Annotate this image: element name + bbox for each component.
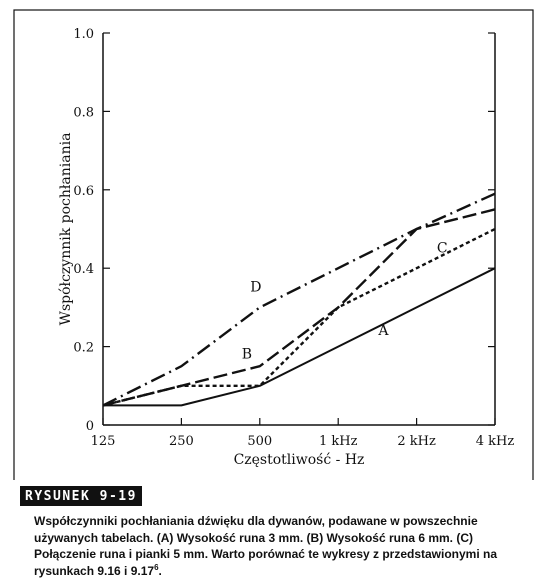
x-axis-title: Częstotliwość - Hz — [234, 452, 365, 468]
x-tick-label: 1 kHz — [319, 434, 358, 449]
y-tick-label: 0.4 — [73, 262, 94, 277]
caption-end: . — [158, 563, 162, 578]
x-tick-label: 500 — [247, 434, 272, 449]
x-tick-label: 2 kHz — [397, 434, 436, 449]
series-line-c — [102, 227, 496, 407]
x-tick-label: 125 — [91, 434, 116, 449]
series-label-a: A — [377, 323, 389, 339]
series-lines — [102, 192, 496, 407]
series-line-a — [103, 267, 496, 407]
y-tick-label: 1.0 — [73, 27, 94, 42]
y-axis-title: Współczynnik pochłaniania — [58, 133, 74, 326]
series-line-d — [102, 192, 496, 407]
figure-caption: Współczynniki pochłaniania dźwięku dla d… — [34, 513, 534, 579]
series-label-d: D — [250, 280, 261, 296]
caption-footnote-ref: 6 — [154, 562, 159, 572]
x-tick-label: 250 — [169, 434, 194, 449]
series-label-b: B — [242, 346, 252, 362]
x-axis-ticks: 125 250 500 1 kHz 2 kHz 4 kHz — [91, 418, 515, 449]
y-tick-label: 0.2 — [73, 341, 94, 356]
caption-text: Współczynniki pochłaniania dźwięku dla d… — [34, 514, 498, 578]
y-tick-label: 0.6 — [73, 184, 94, 199]
series-line-b — [102, 208, 496, 407]
y-tick-label: 0 — [86, 419, 94, 434]
y-tick-label: 0.8 — [73, 105, 94, 120]
series-label-c: C — [437, 241, 448, 257]
figure-label: RYSUNEK 9-19 — [20, 486, 142, 506]
figure-border — [13, 9, 534, 480]
absorption-chart: 0 0.2 0.4 0.6 0.8 1.0 125 250 500 1 kHz 2 kHz 4 kH… — [13, 9, 534, 480]
y-axis-ticks: 0 0.2 0.4 0.6 0.8 1.0 — [73, 27, 495, 434]
series-labels: A B C D — [242, 241, 448, 363]
x-tick-label: 4 kHz — [476, 434, 515, 449]
